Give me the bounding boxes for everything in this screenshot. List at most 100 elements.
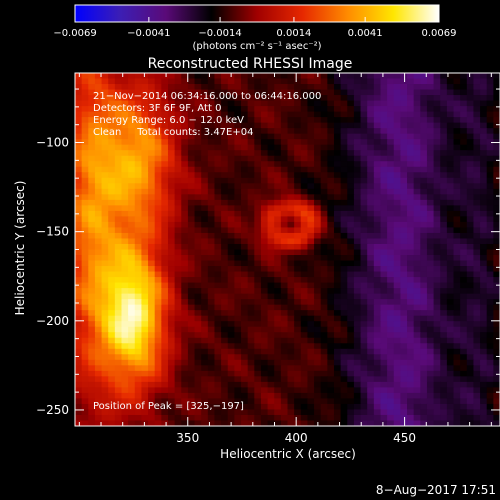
heatmap-cell — [400, 288, 408, 295]
heatmap-cell — [227, 106, 235, 113]
heatmap-cell — [320, 139, 328, 146]
heatmap-cell — [88, 288, 96, 295]
y-tick-label: −200 — [36, 314, 69, 328]
heatmap-cell — [234, 304, 242, 311]
heatmap-cell — [367, 348, 375, 355]
heatmap-cell — [88, 100, 96, 107]
heatmap-cell — [426, 216, 435, 223]
heatmap-cell — [214, 106, 222, 113]
heatmap-cell — [214, 133, 222, 140]
heatmap-cell — [207, 78, 216, 85]
heatmap-cell — [167, 95, 176, 102]
heatmap-cell — [440, 133, 448, 140]
heatmap-cell — [101, 238, 109, 245]
heatmap-cell — [327, 255, 335, 262]
heatmap-cell — [360, 78, 368, 85]
heatmap-cell — [94, 133, 103, 140]
heatmap-cell — [154, 271, 162, 278]
heatmap-cell — [201, 304, 209, 311]
heatmap-cell — [108, 144, 116, 151]
heatmap-cell — [81, 266, 89, 273]
heatmap-cell — [221, 144, 229, 151]
heatmap-cell — [194, 194, 202, 201]
heatmap-cell — [214, 84, 222, 91]
heatmap-cell — [347, 210, 355, 218]
heatmap-cell — [254, 155, 262, 162]
heatmap-cell — [473, 232, 481, 240]
heatmap-cell — [453, 332, 461, 339]
heatmap-cell — [420, 365, 428, 372]
heatmap-cell — [221, 78, 229, 85]
heatmap-cell — [413, 194, 421, 201]
heatmap-cell — [247, 376, 255, 383]
heatmap-cell — [360, 199, 368, 206]
heatmap-cell — [420, 359, 428, 366]
heatmap-cell — [207, 392, 216, 400]
heatmap-cell — [294, 188, 302, 195]
heatmap-cell — [234, 326, 242, 333]
heatmap-cell — [393, 277, 401, 284]
heatmap-cell — [393, 122, 401, 129]
heatmap-cell — [353, 89, 362, 96]
heatmap-cell — [141, 144, 149, 151]
heatmap-cell — [347, 348, 355, 355]
heatmap-cell — [207, 288, 216, 295]
heatmap-cell — [88, 194, 96, 201]
heatmap-cell — [274, 78, 282, 85]
heatmap-cell — [141, 205, 149, 212]
heatmap-cell — [154, 376, 162, 383]
heatmap-cell — [460, 84, 468, 91]
heatmap-cell — [227, 227, 235, 234]
x-tick-label: 400 — [285, 431, 308, 445]
heatmap-cell — [287, 299, 295, 306]
heatmap-cell — [320, 216, 328, 223]
heatmap-cell — [267, 188, 275, 195]
heatmap-cell — [181, 420, 189, 426]
heatmap-cell — [413, 249, 421, 256]
heatmap-cell — [466, 398, 475, 405]
heatmap-cell — [446, 100, 455, 107]
heatmap-cell — [347, 199, 355, 206]
heatmap-cell — [201, 188, 209, 195]
heatmap-cell — [154, 392, 162, 400]
heatmap-cell — [320, 266, 328, 273]
heatmap-cell — [227, 387, 235, 394]
heatmap-cell — [161, 310, 169, 317]
heatmap-cell — [393, 260, 401, 267]
heatmap-cell — [347, 188, 355, 195]
heatmap-cell — [493, 332, 500, 339]
heatmap-cell — [274, 232, 282, 240]
heatmap-cell — [333, 376, 342, 383]
heatmap-cell — [121, 73, 129, 80]
heatmap-cell — [88, 376, 96, 383]
heatmap-cell — [433, 414, 441, 422]
heatmap-cell — [307, 271, 315, 278]
heatmap-cell — [221, 188, 229, 195]
annotation-energy-range: Energy Range: 6.0 − 12.0 keV — [93, 115, 244, 126]
heatmap-cell — [214, 238, 222, 245]
heatmap-cell — [426, 387, 435, 394]
heatmap-cell — [327, 89, 335, 96]
heatmap-cell — [154, 299, 162, 306]
heatmap-cell — [407, 227, 415, 234]
heatmap-cell — [207, 177, 216, 184]
heatmap-cell — [413, 205, 421, 212]
heatmap-cell — [367, 354, 375, 361]
heatmap-cell — [114, 282, 123, 289]
heatmap-cell — [254, 78, 262, 85]
heatmap-cell — [227, 255, 235, 262]
heatmap-cell — [367, 227, 375, 234]
heatmap-cell — [353, 277, 362, 284]
heatmap-cell — [360, 310, 368, 317]
heatmap-cell — [466, 392, 475, 400]
heatmap-cell — [340, 392, 348, 400]
heatmap-cell — [181, 282, 189, 289]
heatmap-cell — [241, 78, 249, 85]
heatmap-cell — [260, 166, 269, 173]
heatmap-cell — [426, 255, 435, 262]
heatmap-cell — [440, 73, 448, 80]
heatmap-cell — [227, 117, 235, 124]
heatmap-cell — [94, 310, 103, 317]
heatmap-cell — [108, 348, 116, 355]
heatmap-cell — [81, 194, 89, 201]
